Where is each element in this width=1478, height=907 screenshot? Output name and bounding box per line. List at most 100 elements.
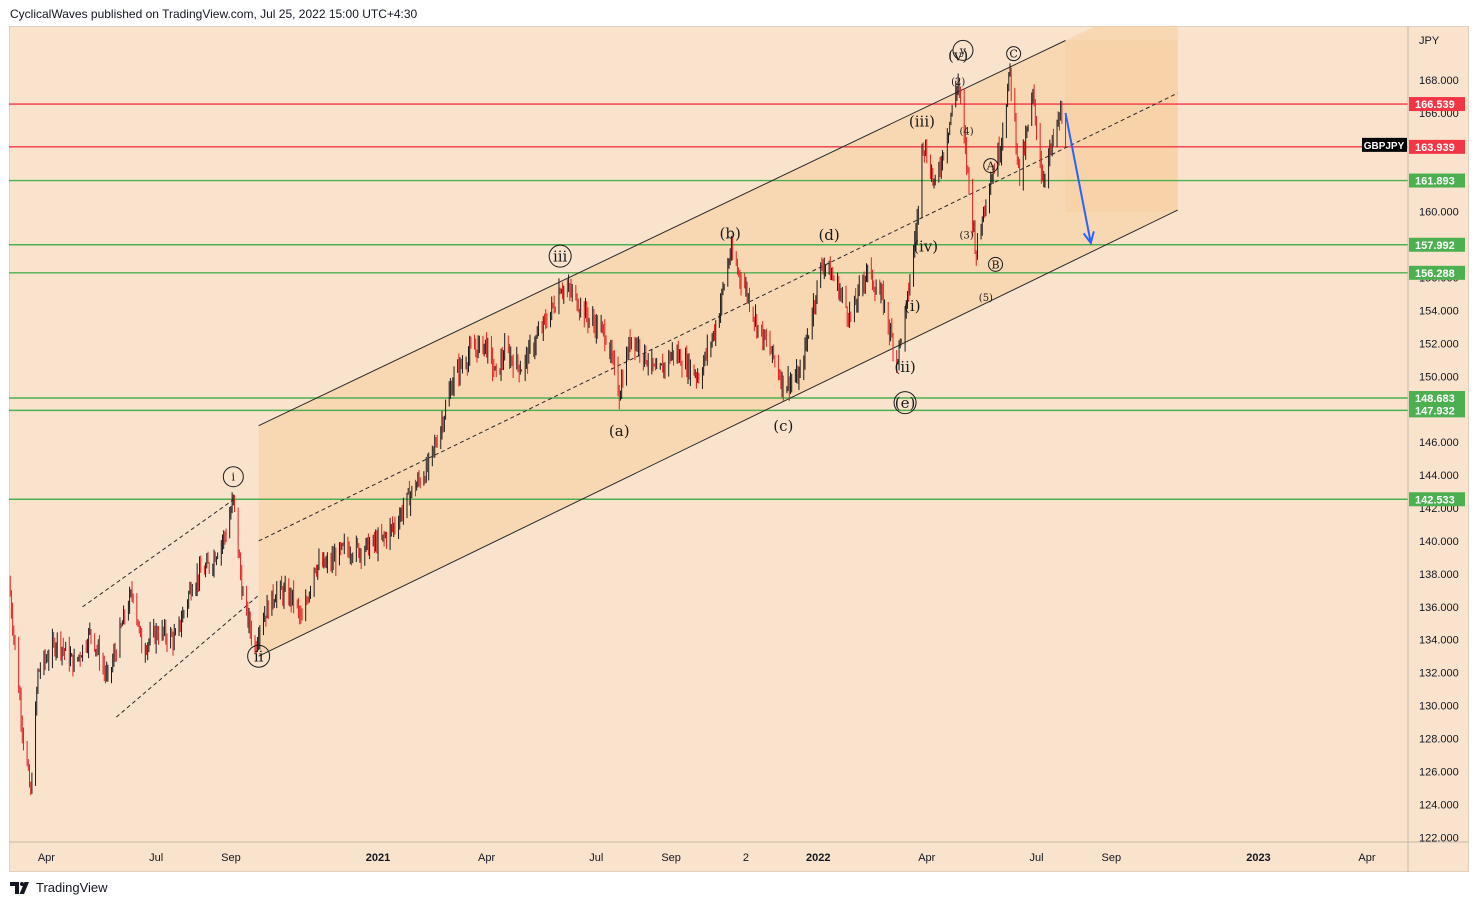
level-badge-label: 161.893 — [1415, 176, 1455, 188]
y-tick-label: 160.000 — [1419, 207, 1459, 219]
y-tick-label: 130.000 — [1419, 701, 1459, 713]
y-tick-label: 146.000 — [1419, 437, 1459, 449]
wave-label-B: B — [991, 258, 999, 271]
y-tick-label: 132.000 — [1419, 668, 1459, 680]
level-badge — [1409, 391, 1465, 406]
channel-upper-line — [258, 40, 1066, 427]
y-tick-label: 154.000 — [1419, 305, 1459, 317]
x-tick-label: Sep — [661, 852, 681, 864]
x-tick-label: Apr — [918, 852, 935, 864]
wave-circle-C — [1006, 46, 1022, 62]
level-badge — [1409, 403, 1465, 418]
publication-header: CyclicalWaves published on TradingView.c… — [10, 7, 418, 21]
channel-mid-line — [258, 92, 1178, 542]
chart-background — [9, 26, 1469, 872]
early-channel-lower-line — [116, 594, 259, 718]
axes-layer: JPY168.000166.000164.000162.000160.00015… — [9, 26, 1469, 872]
level-badge — [1409, 97, 1465, 112]
level-badge-label: 163.939 — [1415, 142, 1455, 154]
y-tick-label: 140.000 — [1419, 536, 1459, 548]
footer: TradingView — [10, 880, 108, 895]
x-tick-label: 2023 — [1246, 852, 1270, 864]
level-badge-label: 148.683 — [1415, 393, 1455, 405]
price-chart[interactable]: iiiiii(a)(b)(c)(d)(e)(i)(ii)(iii)(iv)(v)… — [9, 26, 1469, 872]
y-tick-label: 122.000 — [1419, 832, 1459, 844]
level-badge-label: 142.533 — [1415, 494, 1455, 506]
wave-label-e: (e) — [895, 394, 916, 412]
y-tick-label: 136.000 — [1419, 602, 1459, 614]
wave-label-2: (2) — [951, 77, 965, 88]
wave-label-i: (i) — [904, 297, 921, 315]
level-badge-label: 166.539 — [1415, 99, 1455, 111]
x-tick-label: Jul — [589, 852, 603, 864]
wave-label-y: y — [959, 44, 967, 57]
channel-fill — [258, 26, 1178, 657]
wave-label-C: C — [1009, 48, 1017, 61]
y-tick-label: 138.000 — [1419, 569, 1459, 581]
wave-circle-y — [952, 39, 974, 61]
trendlines-layer — [82, 40, 1178, 718]
channel-lower-line — [258, 209, 1178, 657]
wave-label-A: A — [986, 160, 996, 173]
level-badge-label: 156.288 — [1415, 268, 1455, 280]
y-tick-label: 168.000 — [1419, 75, 1459, 87]
wave-label-i: i — [232, 471, 236, 484]
wave-label-c: (c) — [773, 417, 793, 435]
wave-label-ii: ii — [254, 648, 264, 666]
horizontal-levels-layer — [9, 103, 1408, 500]
wave-circle-B — [988, 256, 1004, 272]
y-tick-label: 144.000 — [1419, 470, 1459, 482]
level-badge — [1409, 237, 1465, 252]
x-tick-label: Jul — [149, 852, 163, 864]
x-tick-label: Sep — [221, 852, 241, 864]
level-badge — [1409, 265, 1465, 280]
y-tick-label: 150.000 — [1419, 371, 1459, 383]
y-tick-label: 152.000 — [1419, 338, 1459, 350]
x-tick-label: 2021 — [366, 852, 390, 864]
x-tick-label: 2 — [743, 852, 749, 864]
wave-circle-iii — [548, 244, 572, 268]
x-tick-label: Apr — [38, 852, 55, 864]
wave-label-d: (d) — [818, 226, 839, 244]
candles-layer — [9, 63, 1066, 796]
symbol-badge-label: GBPJPY — [1364, 141, 1405, 152]
y-tick-label: 134.000 — [1419, 635, 1459, 647]
wave-label-ii: (ii) — [894, 358, 915, 376]
wave-label-5: (5) — [979, 293, 993, 304]
x-tick-label: Sep — [1102, 852, 1122, 864]
projection-zone — [1065, 40, 1178, 212]
wave-label-3: (3) — [960, 230, 974, 241]
wave-label-a: (a) — [609, 422, 630, 440]
x-tick-label: Apr — [478, 852, 495, 864]
y-tick-label: 126.000 — [1419, 766, 1459, 778]
level-badge-label: 147.932 — [1415, 405, 1455, 417]
footer-brand[interactable]: TradingView — [36, 880, 108, 895]
wave-label-iii: iii — [553, 248, 568, 266]
wave-labels-layer: iiiiii(a)(b)(c)(d)(e)(i)(ii)(iii)(iv)(v)… — [222, 39, 1022, 668]
y-tick-label: 128.000 — [1419, 734, 1459, 746]
level-badge — [1409, 139, 1465, 154]
wave-circle-A — [983, 158, 999, 174]
y-tick-label: 124.000 — [1419, 799, 1459, 811]
level-badge-label: 157.992 — [1415, 240, 1455, 252]
tradingview-logo-icon — [10, 881, 29, 894]
projection-arrow-head — [1082, 231, 1095, 246]
wave-label-b: (b) — [720, 225, 741, 243]
wave-circle-(e) — [893, 391, 917, 415]
x-tick-label: 2022 — [806, 852, 830, 864]
wave-circle-ii — [247, 644, 271, 668]
x-tick-label: Jul — [1030, 852, 1044, 864]
level-badge — [1409, 492, 1465, 507]
projection-arrow-shaft — [1064, 112, 1092, 244]
early-channel-upper-line — [82, 499, 234, 608]
channel-shade-layer — [258, 26, 1178, 657]
x-tick-label: Apr — [1358, 852, 1375, 864]
projection-arrow-layer — [1064, 112, 1095, 246]
wave-label-iii: (iii) — [909, 113, 935, 131]
y-axis-currency-label: JPY — [1419, 35, 1440, 47]
wave-label-iv: (iv) — [913, 238, 938, 256]
wave-circle-i — [222, 466, 244, 488]
wave-label-4: (4) — [960, 127, 974, 138]
level-badge — [1409, 173, 1465, 188]
symbol-badge — [1362, 137, 1407, 152]
